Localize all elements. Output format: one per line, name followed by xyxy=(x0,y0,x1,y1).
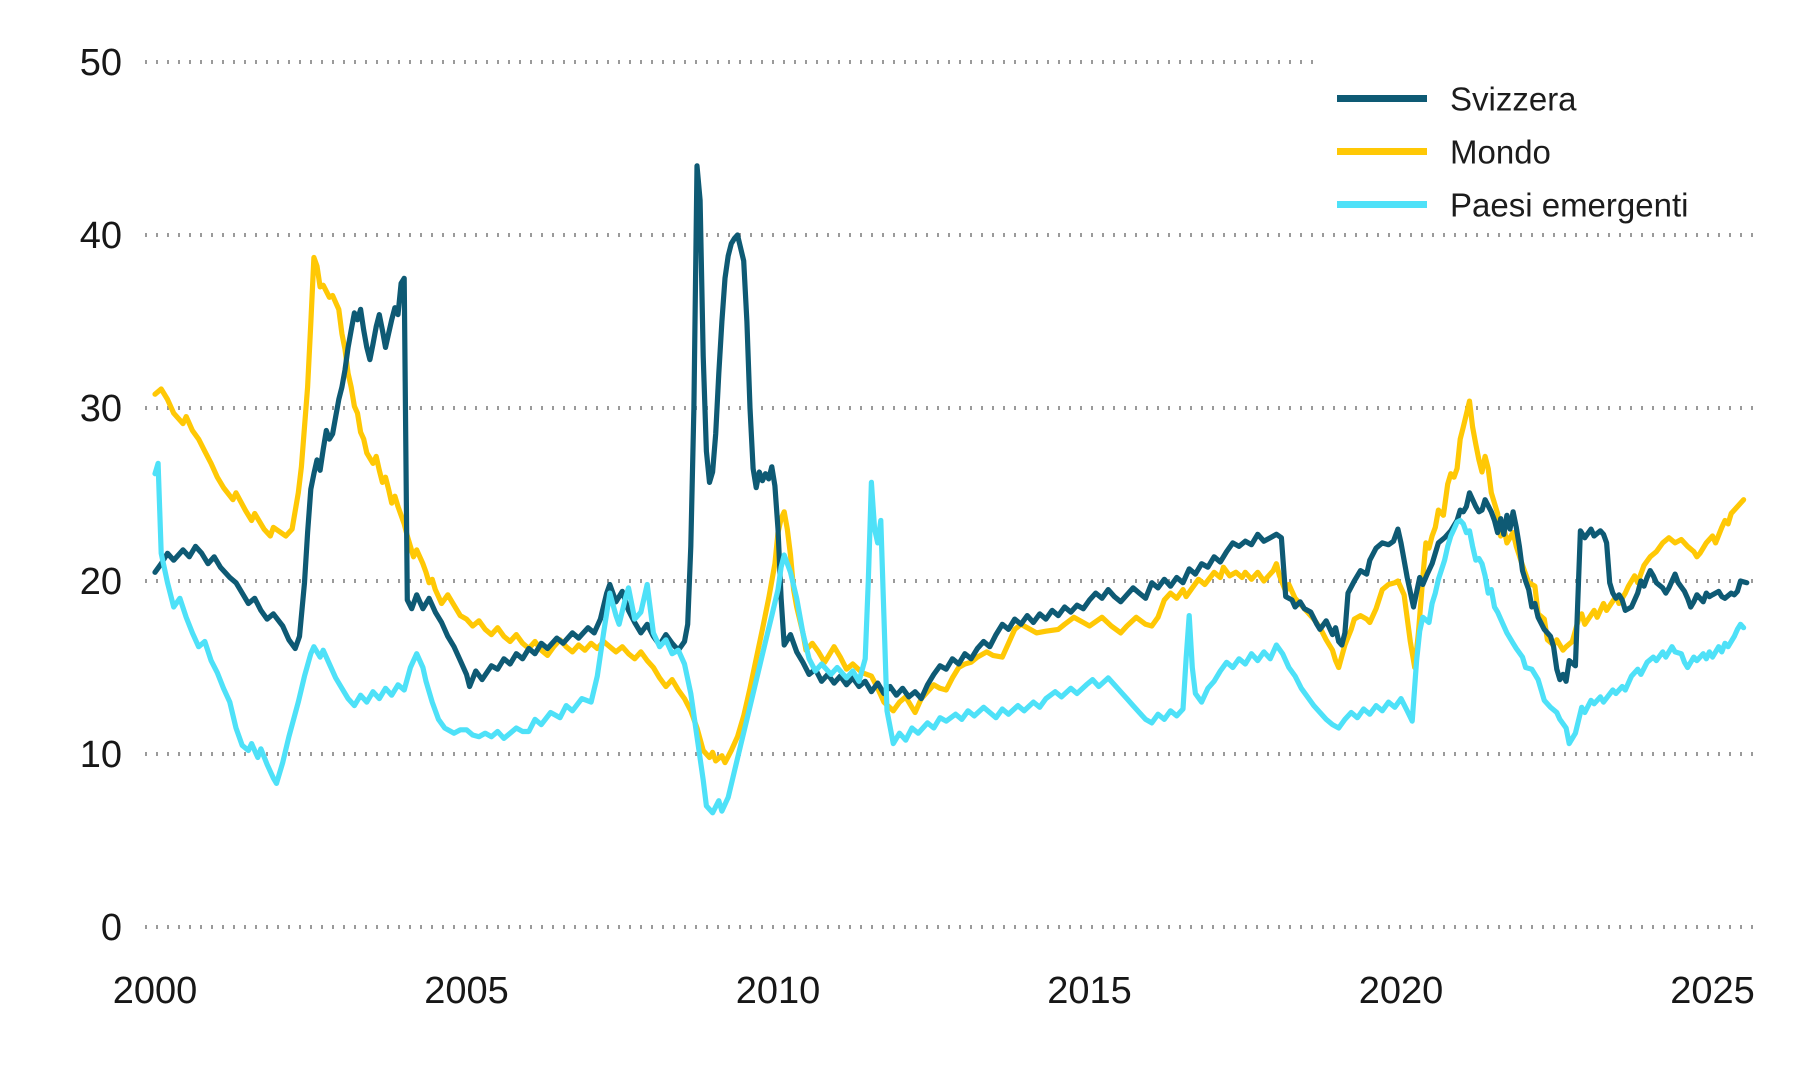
x-tick-label-2000: 2000 xyxy=(113,970,198,1012)
x-tick-label-2025: 2025 xyxy=(1670,970,1755,1012)
legend-label-paesi-emergenti: Paesi emergenti xyxy=(1450,187,1688,224)
series-line-mondo xyxy=(152,254,1747,766)
x-tick-label-2010: 2010 xyxy=(736,970,821,1012)
y-tick-label-50: 50 xyxy=(80,42,122,84)
legend-swatch-paesi-emergenti xyxy=(1337,201,1427,208)
legend-label-mondo: Mondo xyxy=(1450,134,1551,171)
y-tick-label-40: 40 xyxy=(80,215,122,257)
series-lines xyxy=(152,163,1750,816)
series-line-svizzera xyxy=(152,163,1750,702)
y-tick-label-0: 0 xyxy=(101,907,122,949)
y-axis-labels: 0 10 20 30 40 50 xyxy=(80,42,122,949)
x-tick-label-2020: 2020 xyxy=(1359,970,1444,1012)
y-tick-label-10: 10 xyxy=(80,734,122,776)
legend-swatch-svizzera xyxy=(1337,95,1427,102)
series-line-paesi-emergenti xyxy=(152,460,1747,816)
legend-label-svizzera: Svizzera xyxy=(1450,81,1577,118)
y-tick-label-30: 30 xyxy=(80,388,122,430)
x-tick-label-2005: 2005 xyxy=(424,970,509,1012)
y-tick-label-20: 20 xyxy=(80,561,122,603)
legend-item-mondo: Mondo xyxy=(1337,134,1551,171)
x-tick-label-2015: 2015 xyxy=(1047,970,1132,1012)
legend-item-svizzera: Svizzera xyxy=(1337,81,1577,118)
legend-item-paesi-emergenti: Paesi emergenti xyxy=(1337,187,1688,224)
x-axis-labels: 2000 2005 2010 2015 2020 2025 xyxy=(113,970,1755,1012)
legend-swatch-mondo xyxy=(1337,148,1427,155)
legend: Svizzera Mondo Paesi emergenti xyxy=(1337,81,1688,224)
